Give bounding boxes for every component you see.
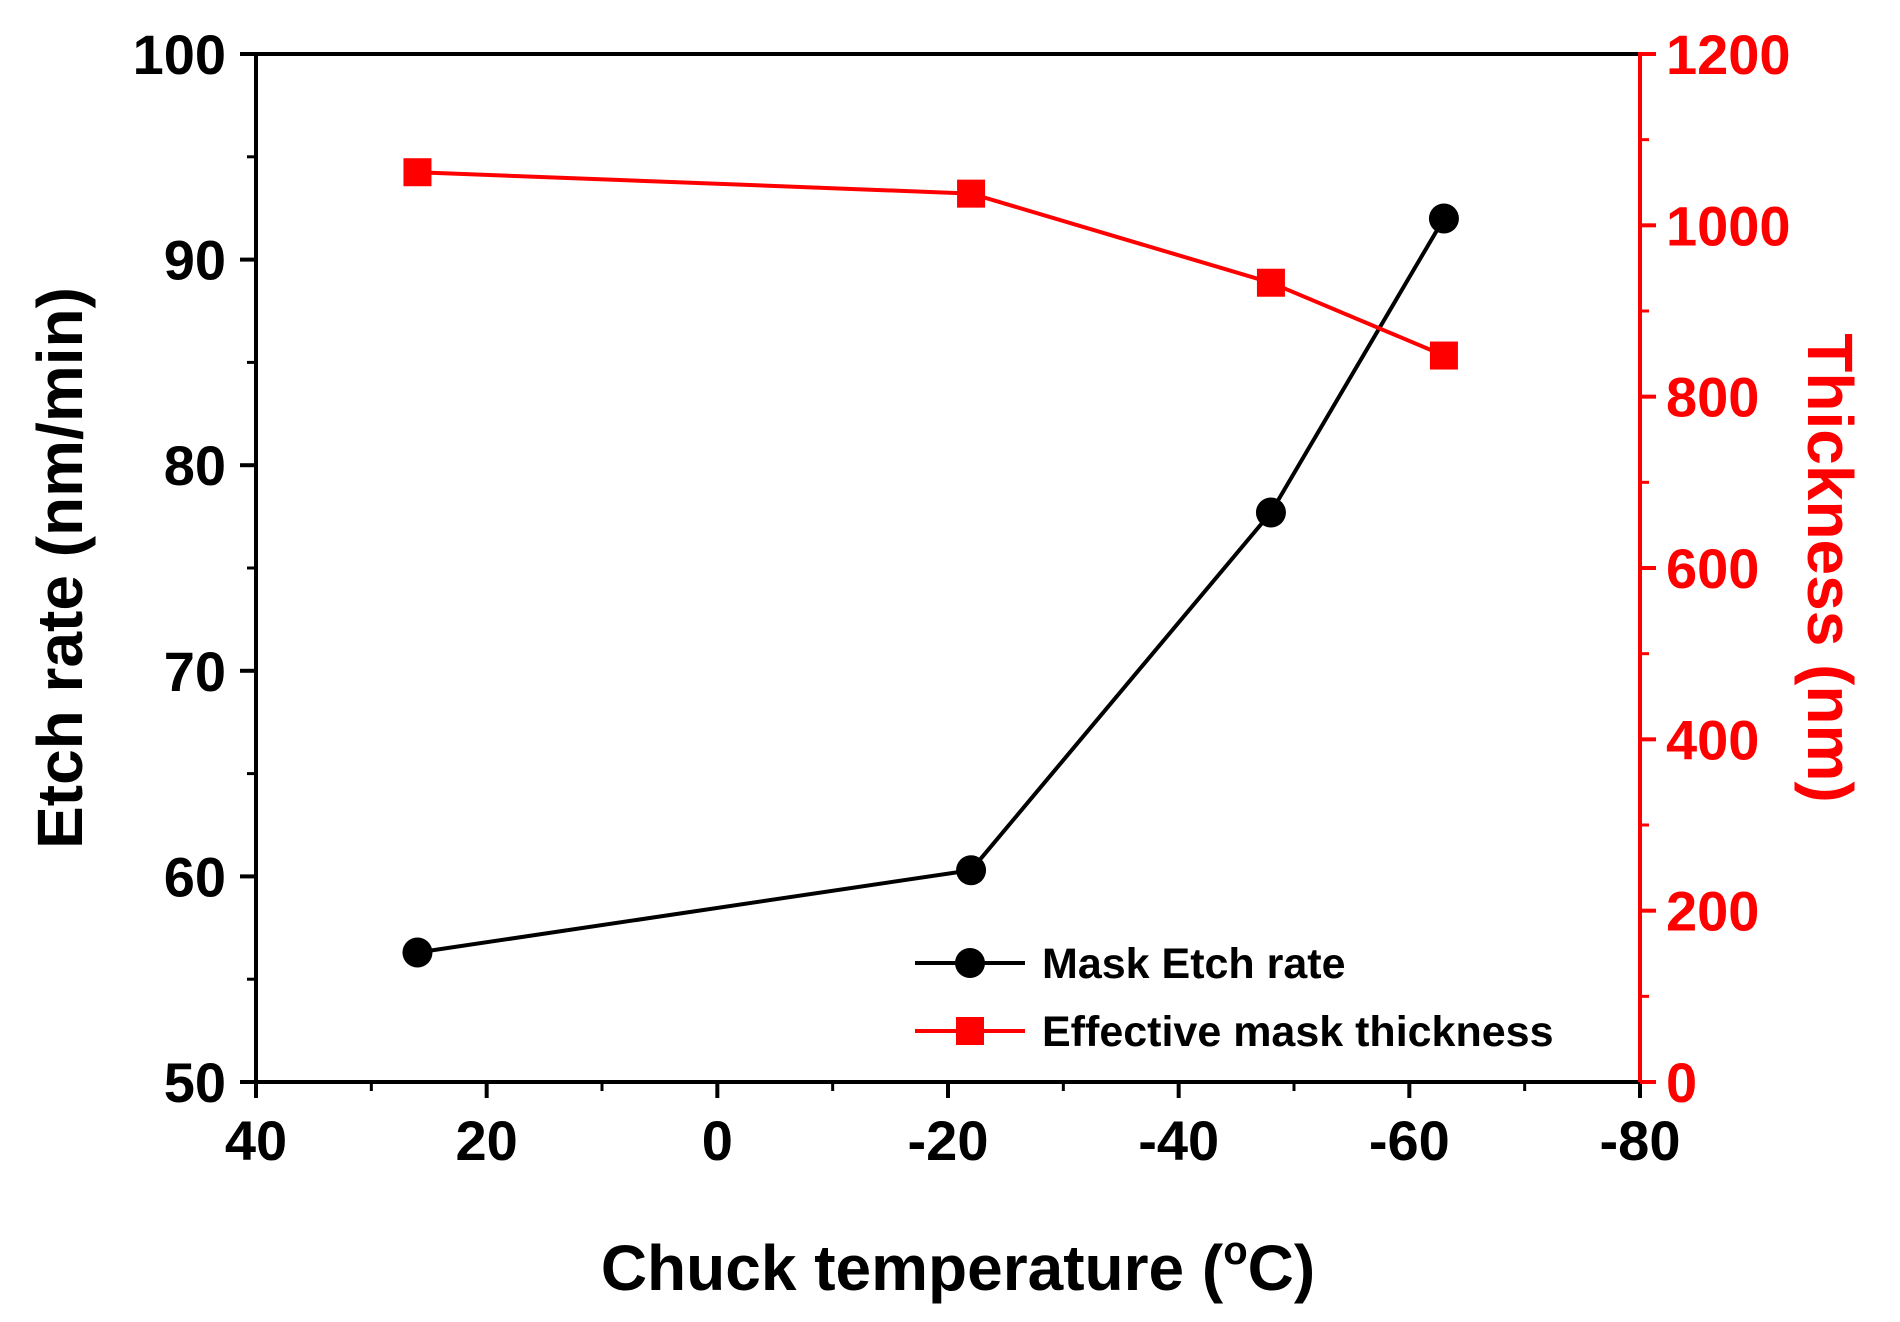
data-point xyxy=(956,855,987,886)
x-tick-label: -40 xyxy=(1138,1109,1219,1172)
y-right-tick-label: 800 xyxy=(1666,366,1759,429)
x-tick-label: -80 xyxy=(1600,1109,1681,1172)
x-tick-label: 0 xyxy=(702,1109,733,1172)
data-point xyxy=(1428,203,1459,234)
data-point xyxy=(403,158,432,187)
data-point xyxy=(402,937,433,968)
y-axis-right-title: Thickness (nm) xyxy=(1794,333,1866,802)
y-left-tick-label: 100 xyxy=(133,23,226,86)
y-left-tick-label: 90 xyxy=(164,229,226,292)
x-axis-title-main: Chuck temperature ( xyxy=(601,1232,1224,1304)
y-right-tick-label: 1000 xyxy=(1666,194,1791,257)
data-point xyxy=(957,179,986,208)
y-left-tick-label: 80 xyxy=(164,434,226,497)
ticks-layer: 40 20 0 -20 -40 -60 -8050607080901000200400600… xyxy=(133,23,1791,1172)
series-layer xyxy=(402,158,1459,968)
y-right-tick-label: 0 xyxy=(1666,1051,1697,1114)
legend-marker xyxy=(956,1017,984,1045)
series-line xyxy=(417,170,1445,358)
x-axis-title: Chuck temperature (oC) xyxy=(601,1229,1315,1304)
y-left-tick-label: 50 xyxy=(164,1051,226,1114)
plot-frame xyxy=(254,52,1642,1084)
data-point xyxy=(1255,497,1286,528)
data-point xyxy=(1256,268,1285,297)
y-right-tick-label: 1200 xyxy=(1666,23,1791,86)
x-axis-title-unit: C) xyxy=(1248,1232,1316,1304)
legend: Mask Etch rate Effective mask thickness xyxy=(915,940,1554,1056)
x-tick-label: 40 xyxy=(225,1109,287,1172)
x-axis-title-sup: o xyxy=(1223,1229,1247,1273)
y-left-tick-label: 60 xyxy=(164,845,226,908)
legend-marker xyxy=(955,948,985,978)
y-right-tick-label: 600 xyxy=(1666,537,1759,600)
y-right-tick-label: 400 xyxy=(1666,708,1759,771)
x-tick-label: -60 xyxy=(1369,1109,1450,1172)
data-point xyxy=(1429,341,1458,370)
legend-label: Effective mask thickness xyxy=(1042,1008,1554,1056)
series-line xyxy=(417,217,1446,955)
y-axis-left-title: Etch rate (nm/min) xyxy=(24,287,96,849)
legend-label: Mask Etch rate xyxy=(1042,940,1346,988)
x-tick-label: -20 xyxy=(908,1109,989,1172)
x-tick-label: 20 xyxy=(456,1109,518,1172)
y-left-tick-label: 70 xyxy=(164,640,226,703)
y-right-tick-label: 200 xyxy=(1666,880,1759,943)
